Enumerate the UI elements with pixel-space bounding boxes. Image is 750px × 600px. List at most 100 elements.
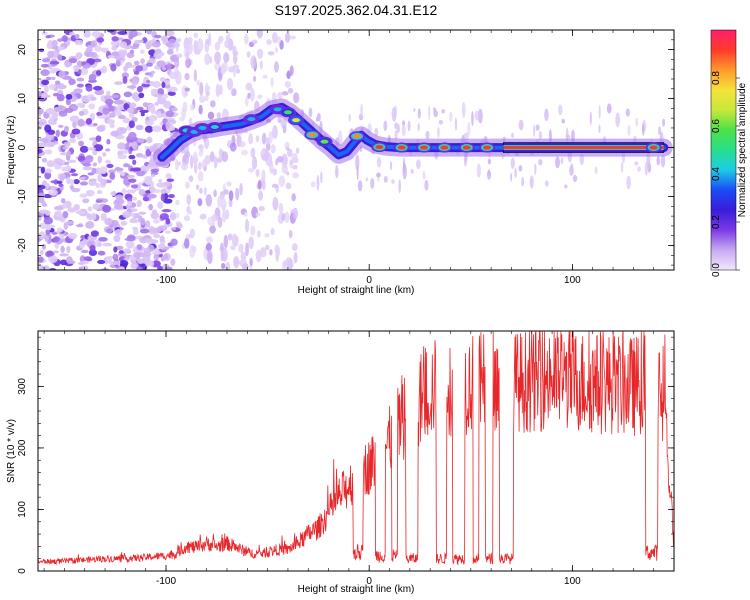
continuous-line-core bbox=[503, 146, 664, 150]
noise-blob bbox=[63, 141, 71, 147]
noise-blob bbox=[291, 193, 296, 202]
noise-blob bbox=[79, 145, 89, 153]
noise-blob bbox=[110, 40, 118, 46]
spectrogram-ytick-label: 20 bbox=[17, 44, 28, 56]
colorbar-ticks: 0.0 0.2 0.4 0.6 0.8 bbox=[711, 71, 740, 277]
noise-blob bbox=[55, 210, 63, 218]
noise-blob bbox=[615, 112, 621, 128]
noise-blob bbox=[286, 148, 293, 157]
noise-blob bbox=[270, 227, 275, 236]
noise-blob bbox=[161, 93, 169, 99]
bright-spot bbox=[198, 125, 207, 130]
noise-blob bbox=[150, 211, 160, 220]
noise-blob bbox=[100, 178, 108, 186]
noise-blob bbox=[57, 38, 63, 42]
noise-blob bbox=[48, 255, 58, 264]
noise-blob bbox=[572, 174, 578, 183]
noise-blob bbox=[105, 148, 111, 152]
noise-blob bbox=[259, 60, 263, 70]
noise-blob bbox=[96, 190, 103, 195]
colorbar-scale bbox=[710, 29, 737, 271]
noise-blob bbox=[189, 210, 193, 215]
noise-blob bbox=[255, 249, 262, 263]
noise-blob bbox=[92, 149, 98, 156]
spectrogram-frame bbox=[37, 29, 675, 271]
noise-blob bbox=[273, 61, 279, 73]
noise-blob bbox=[109, 123, 115, 128]
noise-blob bbox=[282, 125, 287, 134]
noise-blob bbox=[165, 110, 175, 118]
noise-blob bbox=[533, 124, 536, 138]
noise-blob bbox=[105, 228, 113, 234]
noise-blob bbox=[87, 45, 93, 49]
noise-blob bbox=[77, 261, 85, 266]
noise-blob bbox=[53, 179, 59, 185]
noise-blob bbox=[94, 89, 105, 96]
noise-blob bbox=[193, 69, 198, 82]
noise-blob bbox=[73, 88, 83, 94]
noise-blob bbox=[287, 87, 294, 94]
noise-blob bbox=[146, 136, 153, 144]
noise-blob bbox=[164, 230, 172, 234]
noise-blob bbox=[188, 175, 194, 182]
noise-blob bbox=[205, 242, 212, 251]
bright-spot bbox=[210, 124, 219, 129]
noise-blob bbox=[62, 203, 68, 209]
noise-blob bbox=[598, 124, 601, 134]
noise-blob bbox=[38, 148, 43, 154]
noise-blob bbox=[141, 251, 152, 257]
noise-blob bbox=[114, 167, 124, 171]
noise-blob bbox=[175, 199, 180, 206]
noise-blob bbox=[224, 209, 230, 220]
noise-blob bbox=[60, 245, 65, 254]
noise-blob bbox=[277, 155, 284, 163]
noise-blob bbox=[161, 81, 166, 89]
noise-blob bbox=[271, 183, 279, 189]
noise-blob bbox=[293, 252, 298, 264]
noise-blob bbox=[534, 163, 537, 176]
noise-blob bbox=[87, 206, 93, 212]
noise-blob bbox=[56, 93, 65, 102]
noise-blob bbox=[284, 141, 290, 149]
bright-spot bbox=[420, 145, 429, 150]
noise-blob bbox=[467, 121, 471, 136]
noise-blob bbox=[170, 258, 176, 267]
noise-blob bbox=[53, 236, 60, 243]
noise-blob bbox=[47, 50, 55, 59]
noise-blob bbox=[40, 166, 45, 174]
noise-blob bbox=[136, 199, 142, 208]
noise-blob bbox=[48, 189, 58, 196]
noise-blob bbox=[93, 144, 104, 152]
noise-blob bbox=[57, 54, 63, 61]
noise-blob bbox=[183, 215, 191, 222]
noise-blob bbox=[39, 267, 47, 270]
noise-blob bbox=[169, 212, 177, 221]
noise-blob bbox=[57, 105, 65, 110]
noise-blob bbox=[269, 249, 273, 256]
noise-blob bbox=[145, 220, 151, 228]
colorbar-tick-label: 0.8 bbox=[711, 71, 722, 85]
noise-blob bbox=[163, 198, 173, 204]
spectrogram-xtick-label: 0 bbox=[366, 275, 372, 286]
noise-blob bbox=[150, 168, 159, 173]
noise-blob bbox=[529, 175, 534, 189]
noise-blob bbox=[117, 115, 126, 120]
noise-blob bbox=[221, 262, 226, 270]
snr-ytick-label: 100 bbox=[17, 501, 28, 518]
noise-blob bbox=[150, 88, 158, 93]
noise-blob bbox=[127, 200, 133, 207]
noise-blob bbox=[138, 188, 146, 196]
noise-blob bbox=[246, 51, 251, 58]
noise-blob bbox=[53, 250, 59, 254]
noise-blob bbox=[233, 50, 239, 57]
noise-blob bbox=[53, 158, 63, 164]
noise-blob bbox=[38, 256, 44, 263]
colorbar-tick-label: 0.2 bbox=[711, 215, 722, 229]
noise-blob bbox=[108, 112, 116, 118]
noise-blob bbox=[518, 165, 523, 172]
noise-blob bbox=[79, 193, 88, 198]
noise-blob bbox=[85, 155, 94, 163]
noise-blob bbox=[153, 253, 160, 261]
noise-blob bbox=[146, 30, 152, 35]
noise-blob bbox=[156, 110, 162, 119]
